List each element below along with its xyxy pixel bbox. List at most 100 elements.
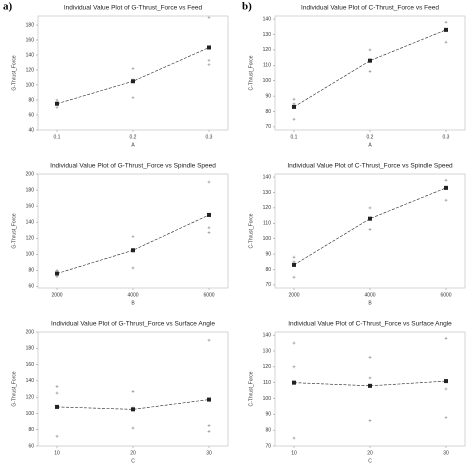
- y-tick-label: 120: [26, 67, 35, 73]
- plot-frame: [274, 15, 466, 131]
- data-point: [207, 226, 211, 230]
- mean-marker: [207, 45, 211, 50]
- y-tick-label: 80: [265, 427, 271, 433]
- mean-marker: [444, 185, 448, 190]
- y-axis-label: C-Thrust_Force: [248, 55, 254, 90]
- y-tick-label: 90: [265, 93, 271, 99]
- y-tick-label: 60: [28, 284, 34, 290]
- mean-line: [56, 214, 210, 274]
- x-axis-label: C: [131, 458, 135, 464]
- y-tick-label: 140: [26, 52, 35, 58]
- y-tick-label: 140: [263, 16, 272, 22]
- data-point: [207, 180, 211, 184]
- mean-line: [293, 380, 447, 387]
- mean-marker: [131, 248, 135, 253]
- y-tick-label: 80: [265, 109, 271, 115]
- data-point: [292, 260, 296, 264]
- x-tick-label: 0.1: [54, 134, 61, 140]
- data-point: [444, 178, 448, 182]
- data-point: [368, 419, 372, 423]
- data-point: [444, 198, 448, 202]
- x-axis-label: B: [368, 300, 372, 306]
- y-tick-label: 180: [26, 187, 35, 193]
- y-tick-label: 140: [26, 219, 35, 225]
- x-tick-label: 20: [367, 450, 373, 456]
- x-tick-label: 0.2: [367, 134, 374, 140]
- mean-marker: [444, 379, 448, 384]
- data-point: [444, 336, 448, 340]
- data-point: [444, 40, 448, 44]
- data-point: [131, 96, 135, 100]
- x-tick-label: 2000: [288, 292, 299, 298]
- x-tick-label: 10: [54, 450, 60, 456]
- y-axis-label: C-Thrust_Force: [248, 213, 254, 248]
- y-tick-label: 130: [263, 190, 272, 196]
- data-point: [131, 426, 135, 430]
- data-point: [292, 117, 296, 121]
- y-tick-label: 120: [26, 394, 35, 400]
- y-tick-label: 80: [28, 427, 34, 433]
- panel-label: a): [3, 1, 13, 13]
- chart-title: Individual Value Plot of G-Thrust_Force …: [50, 163, 216, 170]
- mean-line: [56, 47, 210, 105]
- x-tick-label: 4000: [364, 292, 375, 298]
- mean-marker: [444, 27, 448, 32]
- mean-marker: [292, 262, 296, 267]
- y-tick-label: 120: [26, 236, 35, 242]
- y-axis-label: G-Thrust_Force: [11, 371, 17, 407]
- y-tick-label: 100: [263, 78, 272, 84]
- y-tick-label: 100: [263, 236, 272, 242]
- y-tick-label: 110: [263, 221, 271, 227]
- y-tick-label: 120: [263, 205, 272, 211]
- x-axis-label: B: [131, 300, 135, 306]
- mean-marker: [55, 101, 59, 106]
- data-point: [131, 67, 135, 70]
- y-tick-label: 140: [26, 378, 35, 384]
- data-point: [207, 63, 211, 67]
- x-tick-label: 2000: [51, 292, 62, 298]
- y-tick-label: 110: [263, 380, 271, 386]
- x-axis-label: C: [368, 458, 372, 464]
- data-point: [368, 355, 372, 359]
- mean-marker: [207, 212, 211, 217]
- y-tick-label: 160: [26, 362, 35, 368]
- y-tick-label: 180: [26, 22, 35, 28]
- plot-frame: [37, 15, 229, 131]
- data-point: [292, 365, 296, 369]
- x-tick-label: 0.3: [443, 134, 450, 140]
- data-point: [368, 376, 372, 380]
- y-tick-label: 120: [263, 47, 272, 53]
- data-point: [131, 266, 135, 270]
- data-point: [368, 228, 372, 231]
- data-point: [444, 416, 448, 419]
- data-point: [55, 268, 59, 272]
- x-axis-label: A: [368, 142, 372, 148]
- data-point: [207, 16, 211, 19]
- x-tick-label: 6000: [440, 292, 451, 298]
- plot-frame: [274, 331, 466, 447]
- data-point: [292, 341, 296, 345]
- chart-title: Individual Value Plot of C-Thrust_Force …: [287, 163, 453, 170]
- y-tick-label: 110: [263, 63, 271, 69]
- chart-title: Individual Value Plot of G-Thrust_Force …: [64, 5, 203, 12]
- y-tick-label: 100: [26, 252, 35, 258]
- y-tick-label: 70: [265, 124, 271, 130]
- y-tick-label: 100: [263, 396, 272, 402]
- mean-marker: [368, 216, 372, 221]
- y-tick-label: 60: [28, 443, 34, 449]
- y-tick-label: 100: [26, 82, 35, 88]
- plot-frame: [274, 173, 466, 289]
- data-point: [292, 275, 296, 279]
- mean-marker: [55, 271, 59, 276]
- y-tick-label: 80: [28, 97, 34, 103]
- y-tick-label: 90: [265, 412, 271, 418]
- data-point: [207, 58, 211, 62]
- y-tick-label: 180: [26, 346, 35, 352]
- panel-label: b): [242, 1, 252, 13]
- x-tick-label: 30: [206, 450, 212, 456]
- x-axis-label: A: [131, 142, 135, 148]
- mean-marker: [368, 383, 372, 388]
- data-point: [207, 231, 211, 235]
- x-tick-label: 30: [443, 450, 449, 456]
